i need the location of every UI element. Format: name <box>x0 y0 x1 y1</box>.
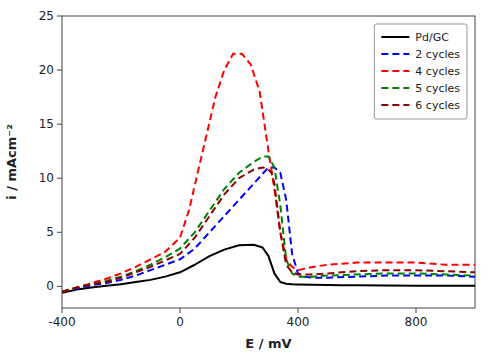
x-tick-label: 800 <box>405 315 428 329</box>
y-tick <box>57 178 62 179</box>
y-tick <box>57 124 62 125</box>
legend-label: 6 cycles <box>415 99 460 112</box>
legend-label: 2 cycles <box>415 48 460 61</box>
x-tick <box>298 308 299 313</box>
x-axis-label: E / mV <box>245 336 291 351</box>
plot-frame <box>62 16 475 308</box>
y-tick-label: 20 <box>39 63 54 77</box>
legend-label: 5 cycles <box>415 82 460 95</box>
legend-swatch <box>381 87 409 89</box>
x-tick-label: 400 <box>287 315 310 329</box>
plot-background <box>62 16 475 308</box>
series-line <box>62 167 475 291</box>
y-tick-label: 15 <box>39 117 54 131</box>
x-tick-label: 0 <box>176 315 184 329</box>
y-axis-label: i / mAcm⁻² <box>4 124 19 200</box>
x-tick <box>416 308 417 313</box>
series-line <box>62 245 475 293</box>
legend-swatch <box>381 53 409 55</box>
chart-container: -400 0 400 800 0 5 10 15 20 25 E / mV i / mAcm⁻² Pd/… <box>0 0 491 360</box>
chart-svg: -400 0 400 800 0 5 10 15 20 25 E / mV i / mAcm⁻² Pd/… <box>0 0 491 360</box>
legend-swatch <box>381 70 409 72</box>
y-tick <box>57 16 62 17</box>
axes: -400 0 400 800 0 5 10 15 20 25 <box>39 9 475 329</box>
legend-box <box>374 24 467 119</box>
y-tick-label: 25 <box>39 9 54 23</box>
y-tick-label: 0 <box>46 279 54 293</box>
y-tick <box>57 70 62 71</box>
y-tick-label: 5 <box>46 225 54 239</box>
legend-swatch <box>381 104 409 106</box>
x-tick-label: -400 <box>48 315 75 329</box>
x-tick <box>180 308 181 313</box>
y-tick <box>57 232 62 233</box>
legend-swatch <box>381 36 409 38</box>
x-tick <box>62 308 63 313</box>
y-tick <box>57 286 62 287</box>
legend-label: 4 cycles <box>415 65 460 78</box>
legend: Pd/GC 2 cycles 4 cycles 5 cycles 6 cycles <box>374 24 467 119</box>
legend-label: Pd/GC <box>415 31 449 44</box>
y-tick-label: 10 <box>39 171 54 185</box>
series-line <box>62 157 475 292</box>
